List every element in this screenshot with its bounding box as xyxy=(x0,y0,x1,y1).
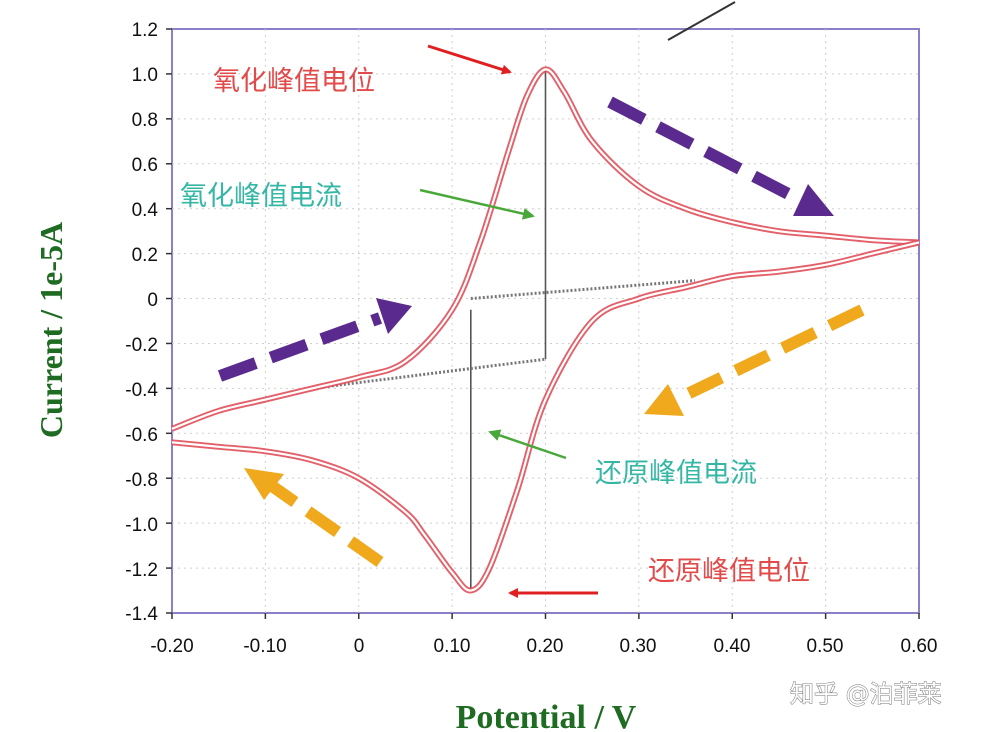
x-tick-label: -0.10 xyxy=(243,636,286,657)
decorative-stroke xyxy=(667,1,736,41)
y-tick-label: -0.6 xyxy=(125,425,158,446)
x-tick-label: 0.20 xyxy=(527,636,564,657)
oxidation-potential-pointer-arrow xyxy=(427,44,512,75)
x-tick-label: 0.30 xyxy=(620,636,657,657)
annotation-oxidation-peak-potential: 氧化峰值电位 xyxy=(213,66,375,97)
annotation-reduction-peak-potential: 还原峰值电位 xyxy=(648,556,810,587)
reduction-current-pointer-arrow xyxy=(488,429,567,460)
y-tick-labels: 1.2 1.0 0.8 0.6 0.4 0.2 0 -0.2 -0.4 -0.6… xyxy=(125,20,158,625)
y-tick-label: -0.2 xyxy=(125,335,158,356)
x-tick-label: 0.40 xyxy=(714,636,751,657)
y-tick-label: -0.4 xyxy=(125,380,158,401)
y-tick-label: 1.2 xyxy=(132,20,158,41)
forward-scan-arrow-lower xyxy=(217,298,412,382)
reduction-baseline xyxy=(311,357,546,390)
forward-scan-arrow-upper xyxy=(607,96,834,216)
tick-marks xyxy=(166,28,920,619)
x-tick-label: 0 xyxy=(354,636,365,657)
y-tick-label: -0.8 xyxy=(125,470,158,491)
x-tick-label: 0.10 xyxy=(434,636,471,657)
x-axis-title: Potential / V xyxy=(456,699,637,732)
cv-curves xyxy=(170,66,920,594)
annotation-oxidation-peak-current: 氧化峰值电流 xyxy=(180,181,342,212)
y-tick-label: 0.2 xyxy=(132,245,158,266)
annotation-reduction-peak-current: 还原峰值电流 xyxy=(595,458,757,489)
x-tick-labels: -0.20 -0.10 0 0.10 0.20 0.30 0.40 0.50 0… xyxy=(150,636,937,657)
y-tick-label: -1.0 xyxy=(125,515,158,536)
oxidation-current-pointer-arrow xyxy=(419,188,535,220)
y-tick-label: 0 xyxy=(147,290,158,311)
x-tick-label: 0.60 xyxy=(901,636,938,657)
y-tick-label: -1.2 xyxy=(125,560,158,581)
x-tick-label: 0.50 xyxy=(807,636,844,657)
x-tick-label: -0.20 xyxy=(150,636,193,657)
y-tick-label: -1.4 xyxy=(125,604,158,625)
oxidation-baseline xyxy=(470,279,696,301)
reverse-scan-arrow-lower xyxy=(244,468,384,567)
y-tick-label: 1.0 xyxy=(132,65,158,86)
y-tick-label: 0.4 xyxy=(132,200,159,221)
cv-curve-highlight xyxy=(171,241,920,592)
watermark: 知乎 @泊菲莱 xyxy=(790,680,942,708)
reverse-scan-arrow-upper xyxy=(644,304,865,416)
cv-curve-highlight xyxy=(171,68,920,430)
y-axis-title: Current / 1e-5A xyxy=(33,222,69,438)
y-tick-label: 0.6 xyxy=(132,155,158,176)
y-tick-label: 0.8 xyxy=(132,110,158,131)
